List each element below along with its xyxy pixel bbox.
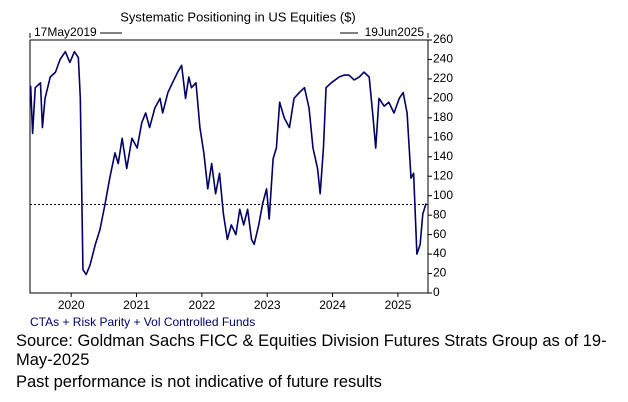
y-tick-label: 60 [433, 227, 447, 241]
y-tick-label: 100 [433, 188, 453, 202]
x-tick-label: 2020 [58, 298, 85, 312]
y-tick-label: 140 [433, 149, 453, 163]
source-note: Source: Goldman Sachs FICC & Equities Di… [16, 332, 607, 369]
y-tick-label: 20 [433, 266, 447, 280]
y-tick-label: 220 [433, 71, 453, 85]
y-tick-label: 260 [433, 32, 453, 46]
y-tick-label: 160 [433, 129, 453, 143]
data-line [29, 50, 427, 276]
y-tick-label: 40 [433, 246, 447, 260]
x-tick-label: 2024 [319, 298, 346, 312]
x-tick-label: 2023 [254, 298, 281, 312]
x-tick-label: 2022 [189, 298, 216, 312]
disclaimer: Past performance is not indicative of fu… [16, 373, 382, 391]
y-tick-label: 240 [433, 52, 453, 66]
y-tick-label: 120 [433, 168, 453, 182]
y-tick-label: 0 [433, 285, 440, 299]
chart-title: Systematic Positioning in US Equities ($… [120, 9, 356, 24]
end-label: 19Jun2025 [365, 25, 425, 39]
legend-label: CTAs + Risk Parity + Vol Controlled Fund… [30, 315, 255, 329]
x-tick-label: 2021 [123, 298, 150, 312]
x-tick-label: 2025 [385, 298, 412, 312]
y-tick-label: 180 [433, 110, 453, 124]
plot-frame [29, 39, 429, 294]
y-tick-label: 80 [433, 207, 447, 221]
y-tick-label: 200 [433, 91, 453, 105]
start-label: 17May2019 [34, 25, 97, 39]
